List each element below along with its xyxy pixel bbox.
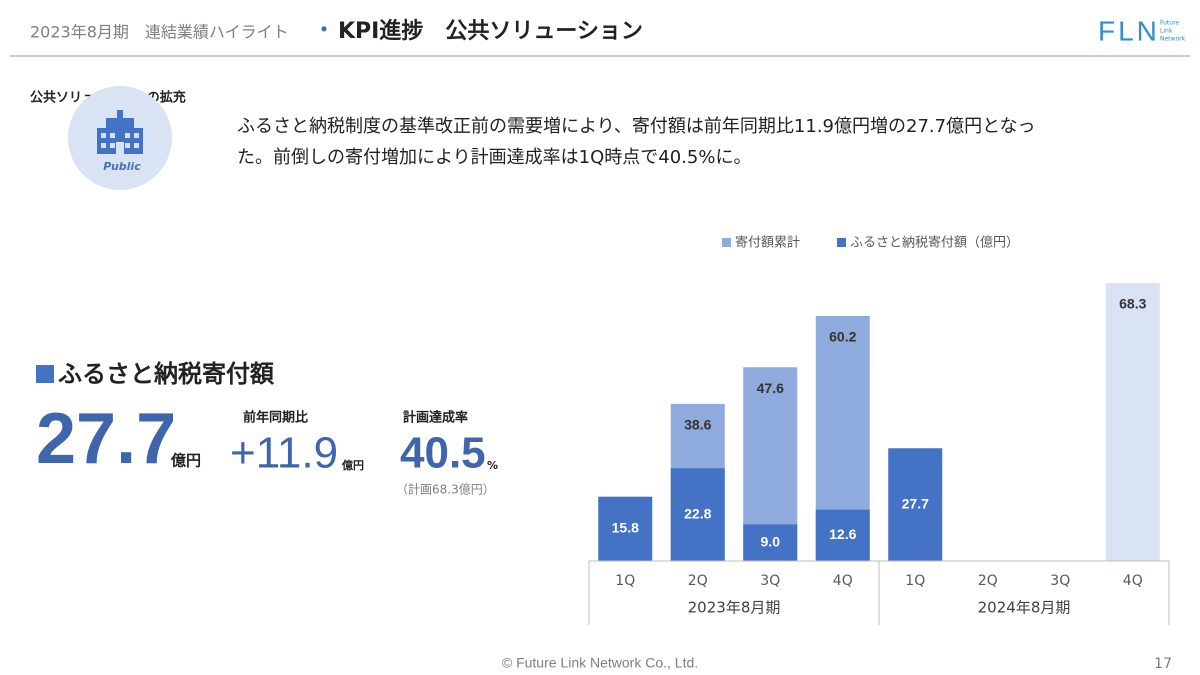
page-title: KPI進捗 公共ソリューション [338,18,643,44]
logo-sub: Link [1160,28,1173,35]
legend-swatch [837,238,846,247]
legend-swatch [722,238,731,247]
bullet: ・ [314,18,334,42]
x-tick-label: 3Q [760,573,780,589]
value-label: 27.7 [902,495,929,511]
logo: FLN [1098,15,1160,46]
x-tick-label: 1Q [615,573,635,589]
group-label: 2024年8月期 [978,599,1071,617]
x-tick-label: 3Q [1050,573,1070,589]
kpi-value: 27.7 [36,399,176,479]
bar [1105,283,1160,561]
icon-label: Public [103,160,141,173]
group-label: 2023年8月期 [688,599,781,617]
yoy-unit: 億円 [341,458,364,472]
bar [888,448,943,561]
value-label: 60.2 [829,329,856,345]
value-label: 68.3 [1119,296,1146,312]
rate-label: 計画達成率 [403,410,468,426]
value-label: 47.6 [757,380,784,396]
rate-unit: % [487,459,498,472]
value-label: 9.0 [761,533,781,549]
yoy-value: +11.9 [230,429,338,478]
chart: 寄付額累計 ふるさと納税寄付額（億円） 38.6 47.6 60.2 68.3 15.8 22… [588,235,1170,625]
copyright: © Future Link Network Co., Ltd. [502,655,698,671]
x-tick-label: 2Q [688,573,708,589]
rate-value: 40.5 [400,429,486,478]
x-tick-label: 4Q [833,573,853,589]
bar [815,509,870,561]
kpi-heading: ふるさと納税寄付額 [58,360,275,388]
value-label: 22.8 [684,505,711,521]
bar [598,496,653,561]
body-text: た。前倒しの寄付増加により計画達成率は1Q時点で40.5%に。 [237,147,751,168]
x-tick-label: 1Q [905,573,925,589]
value-label: 12.6 [829,526,856,542]
logo-sub: Future [1160,20,1179,27]
legend-label: ふるさと納税寄付額（億円） [850,236,1019,251]
bar [743,524,798,561]
kpi-unit: 億円 [170,452,201,470]
x-tick-label: 2Q [978,573,998,589]
heading-marker [36,365,54,383]
logo-sub: Network [1160,36,1186,43]
value-label: 38.6 [684,417,711,433]
legend-label: 寄付額累計 [735,235,800,251]
building-windows [101,133,139,154]
page-number: 17 [1154,656,1172,672]
value-label: 15.8 [612,520,639,536]
period: 2023年8月期 連結業績ハイライト [30,23,289,42]
yoy-label: 前年同期比 [243,410,308,426]
body-text: ふるさと納税制度の基準改正前の需要増により、寄付額は前年同期比11.9億円増の2… [237,116,1036,137]
x-tick-label: 4Q [1123,573,1143,589]
plan-note: （計画68.3億円） [396,482,495,497]
bar [670,468,725,561]
